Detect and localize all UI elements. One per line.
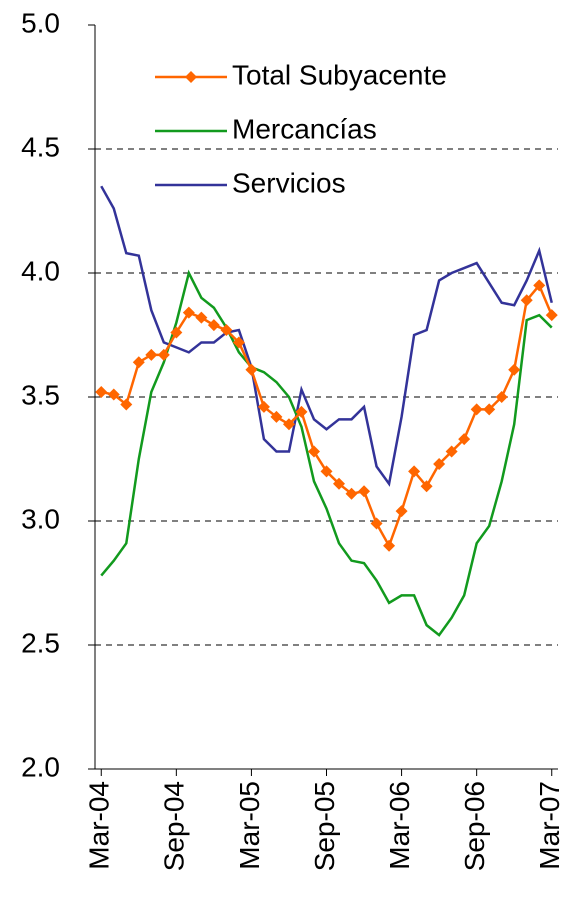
x-tick-label: Mar-06: [384, 781, 415, 870]
marker: [445, 445, 458, 458]
marker: [408, 465, 421, 478]
marker: [220, 324, 233, 337]
series-line: [100, 269, 553, 637]
marker: [358, 485, 371, 498]
x-tick-label: Mar-05: [234, 781, 265, 870]
marker: [245, 363, 258, 376]
x-tick-label: Sep-04: [159, 781, 190, 871]
marker: [508, 363, 521, 376]
x-tick-label: Mar-04: [84, 781, 115, 870]
marker: [383, 539, 396, 552]
x-tick-label: Sep-06: [459, 781, 490, 871]
marker: [170, 326, 183, 339]
marker: [257, 400, 270, 413]
y-tick-label: 4.0: [21, 255, 60, 286]
marker: [270, 410, 283, 423]
marker: [232, 336, 245, 349]
marker: [132, 356, 145, 369]
marker: [395, 505, 408, 518]
y-tick-label: 2.0: [21, 751, 60, 782]
marker: [282, 418, 295, 431]
marker: [182, 306, 195, 319]
marker: [207, 319, 220, 332]
legend-marker: [185, 71, 197, 83]
marker: [420, 480, 433, 493]
y-tick-label: 5.0: [21, 7, 60, 38]
marker: [307, 445, 320, 458]
marker: [295, 405, 308, 418]
marker: [333, 477, 346, 490]
legend-label: Mercancías: [232, 113, 377, 144]
marker: [370, 517, 383, 530]
legend-label: Total Subyacente: [232, 59, 447, 90]
marker: [195, 311, 208, 324]
x-tick-label: Sep-05: [309, 781, 340, 871]
marker: [107, 388, 120, 401]
marker: [470, 403, 483, 416]
marker: [320, 465, 333, 478]
series-line: [100, 185, 553, 487]
marker: [483, 403, 496, 416]
y-tick-label: 4.5: [21, 131, 60, 162]
marker: [520, 294, 533, 307]
y-tick-label: 2.5: [21, 627, 60, 658]
marker: [545, 309, 558, 322]
y-tick-label: 3.0: [21, 503, 60, 534]
marker: [145, 348, 158, 361]
legend-label: Servicios: [232, 167, 346, 198]
marker: [495, 391, 508, 403]
marker: [157, 348, 170, 361]
marker: [433, 457, 446, 470]
x-tick-label: Mar-07: [534, 781, 565, 870]
y-tick-label: 3.5: [21, 379, 60, 410]
marker: [95, 386, 108, 399]
marker: [533, 279, 546, 292]
marker: [120, 398, 133, 411]
marker: [345, 487, 358, 500]
marker: [458, 433, 471, 446]
